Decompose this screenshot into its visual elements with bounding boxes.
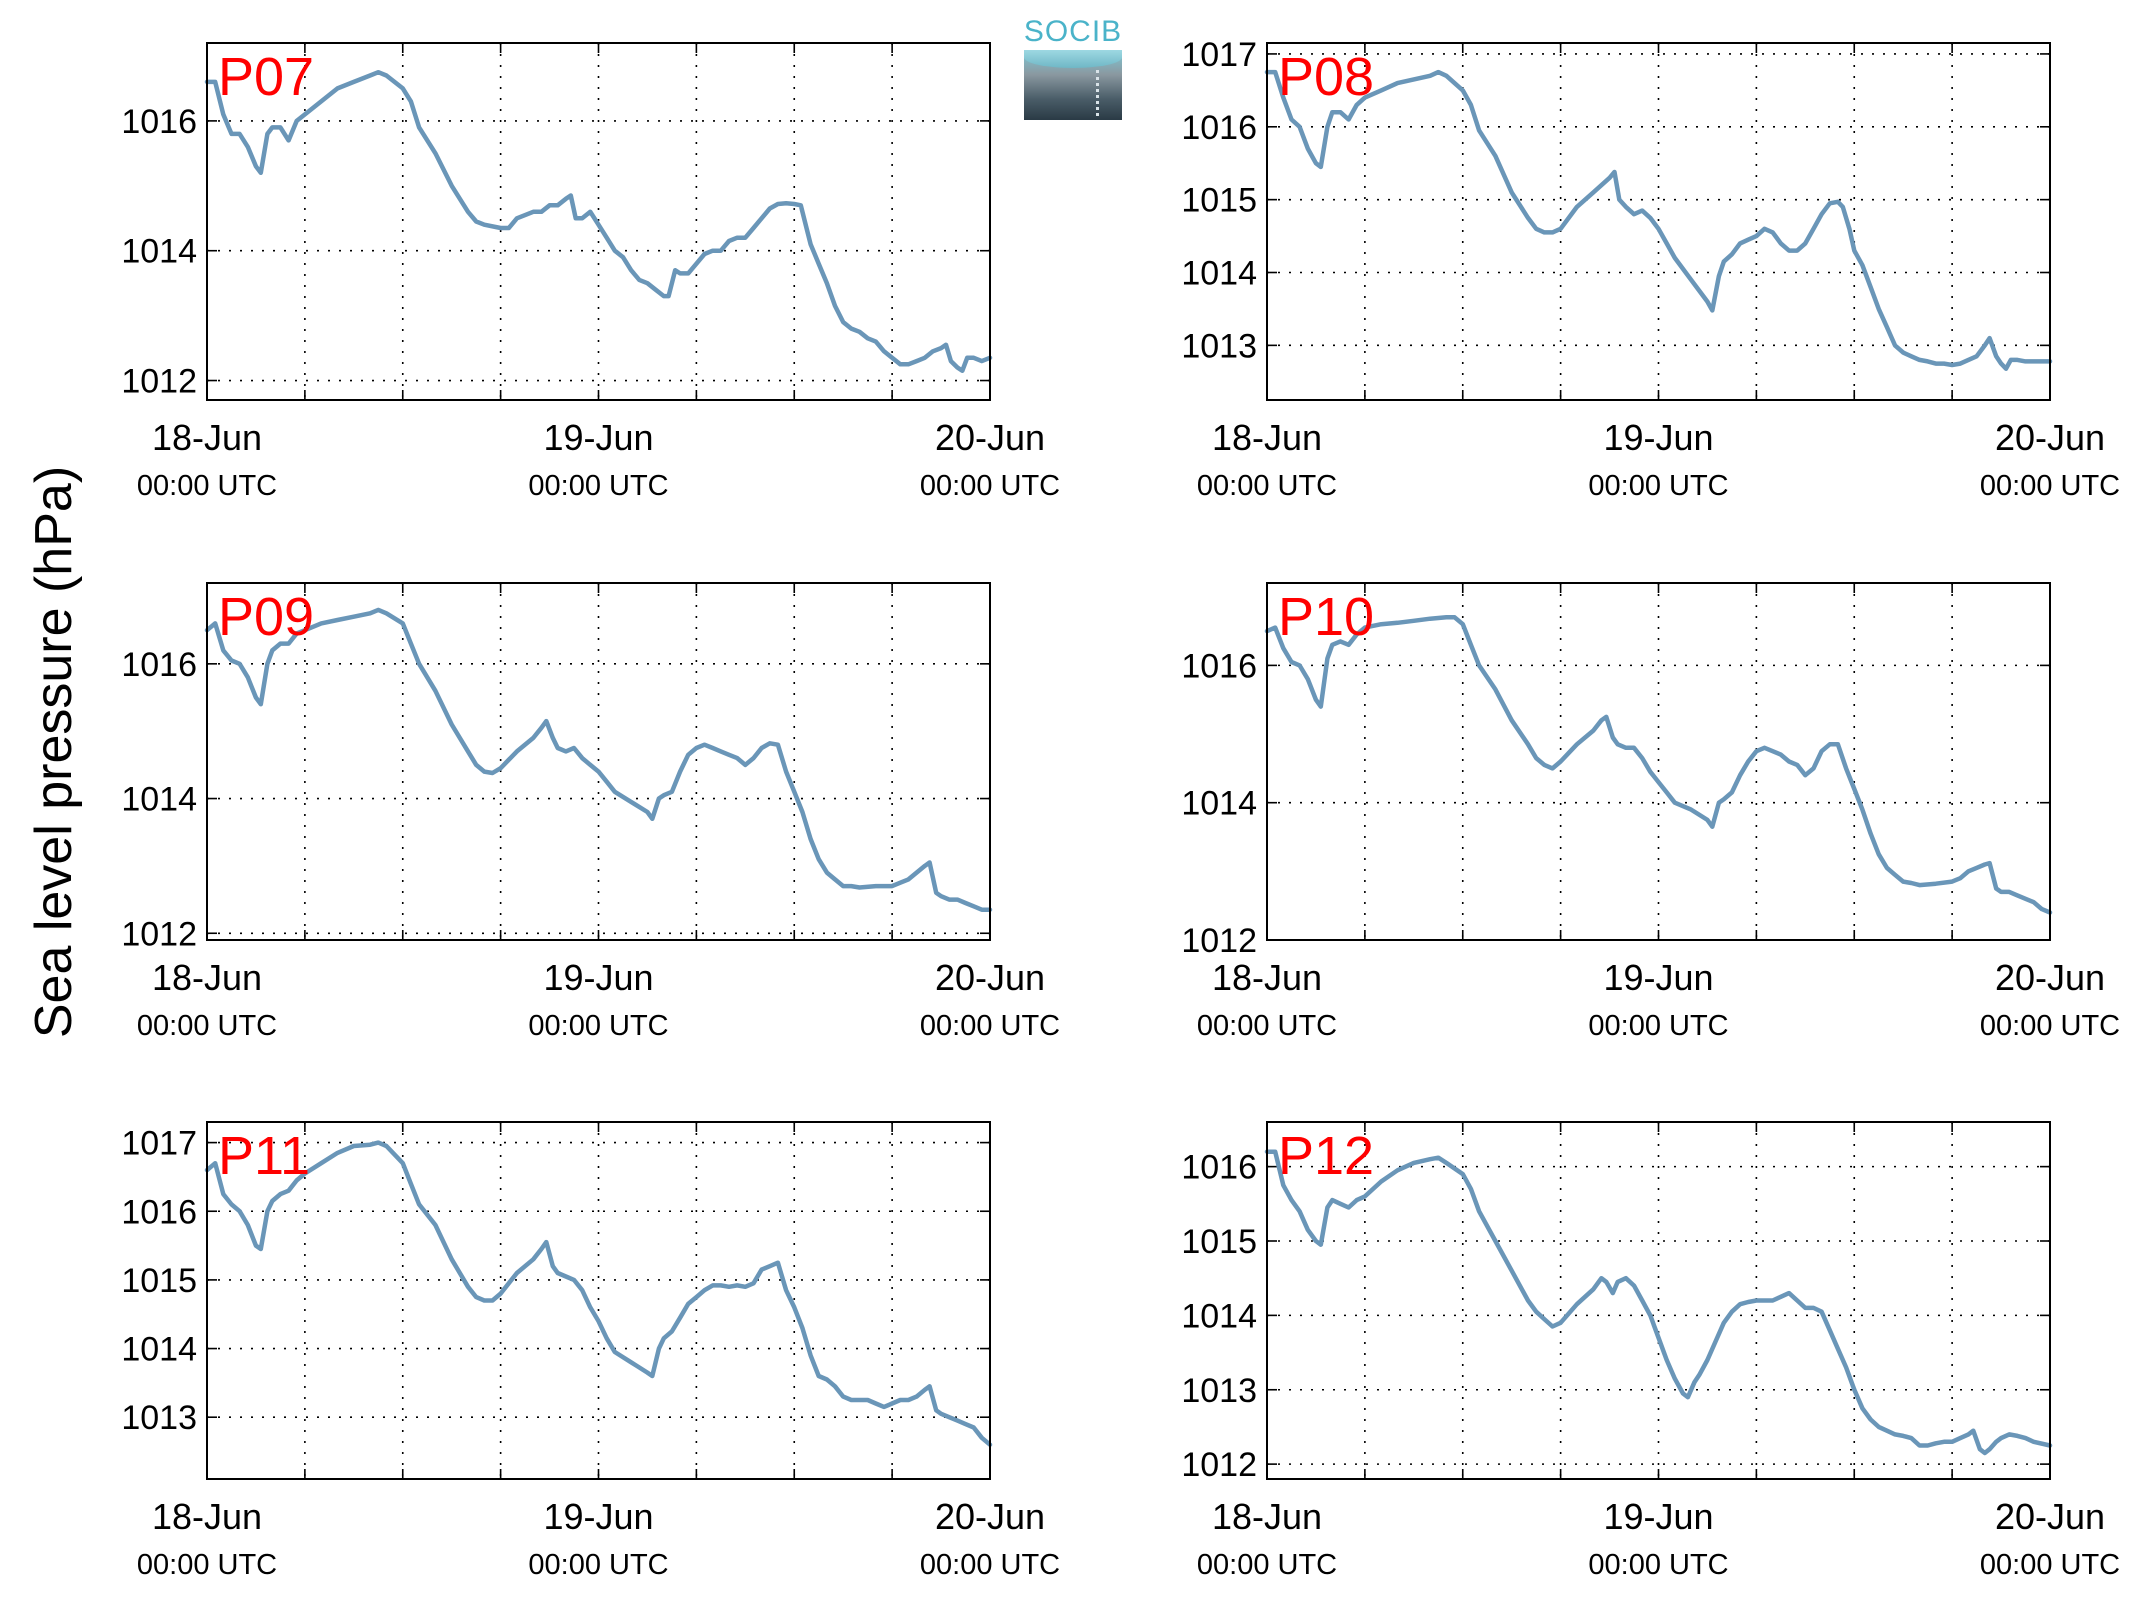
x-tick-time-label: 00:00 UTC	[137, 1549, 277, 1581]
panel-p08: 1013 1014 1015 1016 1017 18-Jun 00:00 UTC 19-Ju…	[1181, 36, 2120, 502]
panel-p11: 1013 1014 1015 1016 1017 18-Jun 00:00 UTC 19-Ju…	[121, 1121, 1060, 1581]
y-tick-label: 1016	[121, 1193, 197, 1231]
y-tick-label: 1015	[1181, 182, 1257, 220]
pressure-series-line	[1264, 615, 2053, 915]
y-tick-label: 1016	[1181, 109, 1257, 147]
x-tick-date-label: 20-Jun	[1995, 957, 2105, 998]
pressure-series-line	[204, 607, 993, 912]
pressure-series-line	[1264, 1149, 2053, 1456]
axes-frame	[1266, 42, 2051, 401]
y-tick-label: 1016	[1181, 1149, 1257, 1187]
axes-frame	[1266, 1121, 2051, 1480]
x-tick-date-label: 19-Jun	[543, 417, 653, 458]
y-tick-label: 1013	[121, 1399, 197, 1437]
axes-frame	[206, 1121, 991, 1480]
x-tick-date-label: 19-Jun	[1603, 1496, 1713, 1537]
y-tick-label: 1017	[121, 1125, 197, 1163]
station-label: P11	[218, 1126, 310, 1186]
x-tick-time-label: 00:00 UTC	[1980, 1010, 2120, 1042]
x-tick-time-label: 00:00 UTC	[1980, 470, 2120, 502]
station-label: P12	[1278, 1126, 1374, 1186]
y-tick-label: 1012	[121, 363, 197, 401]
x-tick-time-label: 00:00 UTC	[1588, 1010, 1728, 1042]
y-tick-label: 1017	[1181, 36, 1257, 74]
panel-p10: 1012 1014 1016 18-Jun 00:00 UTC 19-Jun 00:00 U…	[1181, 582, 2120, 1042]
x-tick-time-label: 00:00 UTC	[920, 1010, 1060, 1042]
x-tick-time-label: 00:00 UTC	[1197, 1010, 1337, 1042]
y-tick-label: 1012	[1181, 1446, 1257, 1484]
x-tick-time-label: 00:00 UTC	[1588, 470, 1728, 502]
axes-frame	[1266, 582, 2051, 941]
x-tick-date-label: 18-Jun	[152, 957, 262, 998]
x-tick-time-label: 00:00 UTC	[920, 470, 1060, 502]
x-tick-time-label: 00:00 UTC	[1980, 1549, 2120, 1581]
logo-dotted-line	[1096, 70, 1099, 116]
x-tick-date-label: 20-Jun	[935, 417, 1045, 458]
y-tick-label: 1015	[1181, 1223, 1257, 1261]
logo-text: SOCIB	[1023, 15, 1123, 48]
x-tick-time-label: 00:00 UTC	[1197, 470, 1337, 502]
x-tick-time-label: 00:00 UTC	[137, 1010, 277, 1042]
y-tick-label: 1012	[1181, 922, 1257, 960]
station-label: P09	[218, 587, 314, 647]
x-tick-date-label: 20-Jun	[1995, 1496, 2105, 1537]
x-tick-date-label: 19-Jun	[1603, 417, 1713, 458]
x-tick-date-label: 18-Jun	[152, 1496, 262, 1537]
station-label: P10	[1278, 587, 1374, 647]
x-tick-date-label: 19-Jun	[543, 1496, 653, 1537]
socib-logo: SOCIB	[1022, 14, 1124, 122]
y-tick-label: 1014	[1181, 785, 1257, 823]
x-tick-time-label: 00:00 UTC	[528, 1010, 668, 1042]
logo-wave	[1024, 50, 1122, 68]
x-tick-time-label: 00:00 UTC	[528, 470, 668, 502]
x-tick-time-label: 00:00 UTC	[528, 1549, 668, 1581]
x-tick-date-label: 18-Jun	[1212, 417, 1322, 458]
y-tick-label: 1014	[121, 781, 197, 819]
y-tick-label: 1015	[121, 1262, 197, 1300]
y-tick-label: 1013	[1181, 327, 1257, 365]
pressure-series-line	[1264, 69, 2053, 371]
x-tick-time-label: 00:00 UTC	[1588, 1549, 1728, 1581]
x-tick-date-label: 20-Jun	[1995, 417, 2105, 458]
y-tick-label: 1014	[121, 233, 197, 271]
x-tick-time-label: 00:00 UTC	[137, 470, 277, 502]
axes-frame	[206, 42, 991, 401]
y-tick-label: 1014	[1181, 255, 1257, 293]
panel-p09: 1012 1014 1016 18-Jun 00:00 UTC 19-Jun 00:00 U…	[121, 582, 1060, 1042]
x-tick-time-label: 00:00 UTC	[1197, 1549, 1337, 1581]
x-tick-date-label: 18-Jun	[1212, 1496, 1322, 1537]
panel-p07: 1012 1014 1016 18-Jun 00:00 UTC 19-Jun 00:00 U…	[121, 42, 1060, 502]
y-axis-label: Sea level pressure (hPa)	[25, 465, 83, 1039]
panel-p12: 1012 1013 1014 1015 1016 18-Jun 00:00 UTC 19-Ju…	[1181, 1121, 2120, 1581]
x-tick-date-label: 20-Jun	[935, 1496, 1045, 1537]
station-label: P07	[218, 47, 314, 107]
y-tick-label: 1014	[1181, 1297, 1257, 1335]
pressure-series-line	[204, 1140, 993, 1447]
x-tick-date-label: 19-Jun	[543, 957, 653, 998]
logo-graphic	[1024, 50, 1122, 120]
axes-frame	[206, 582, 991, 941]
y-tick-label: 1012	[121, 915, 197, 953]
x-tick-time-label: 00:00 UTC	[920, 1549, 1060, 1581]
x-tick-date-label: 20-Jun	[935, 957, 1045, 998]
x-tick-date-label: 18-Jun	[1212, 957, 1322, 998]
pressure-series-line	[204, 69, 993, 374]
y-tick-label: 1013	[1181, 1372, 1257, 1410]
y-tick-label: 1016	[121, 103, 197, 141]
station-label: P08	[1278, 47, 1374, 107]
x-tick-date-label: 19-Jun	[1603, 957, 1713, 998]
y-tick-label: 1016	[121, 646, 197, 684]
y-tick-label: 1014	[121, 1331, 197, 1369]
x-tick-date-label: 18-Jun	[152, 417, 262, 458]
y-tick-label: 1016	[1181, 647, 1257, 685]
